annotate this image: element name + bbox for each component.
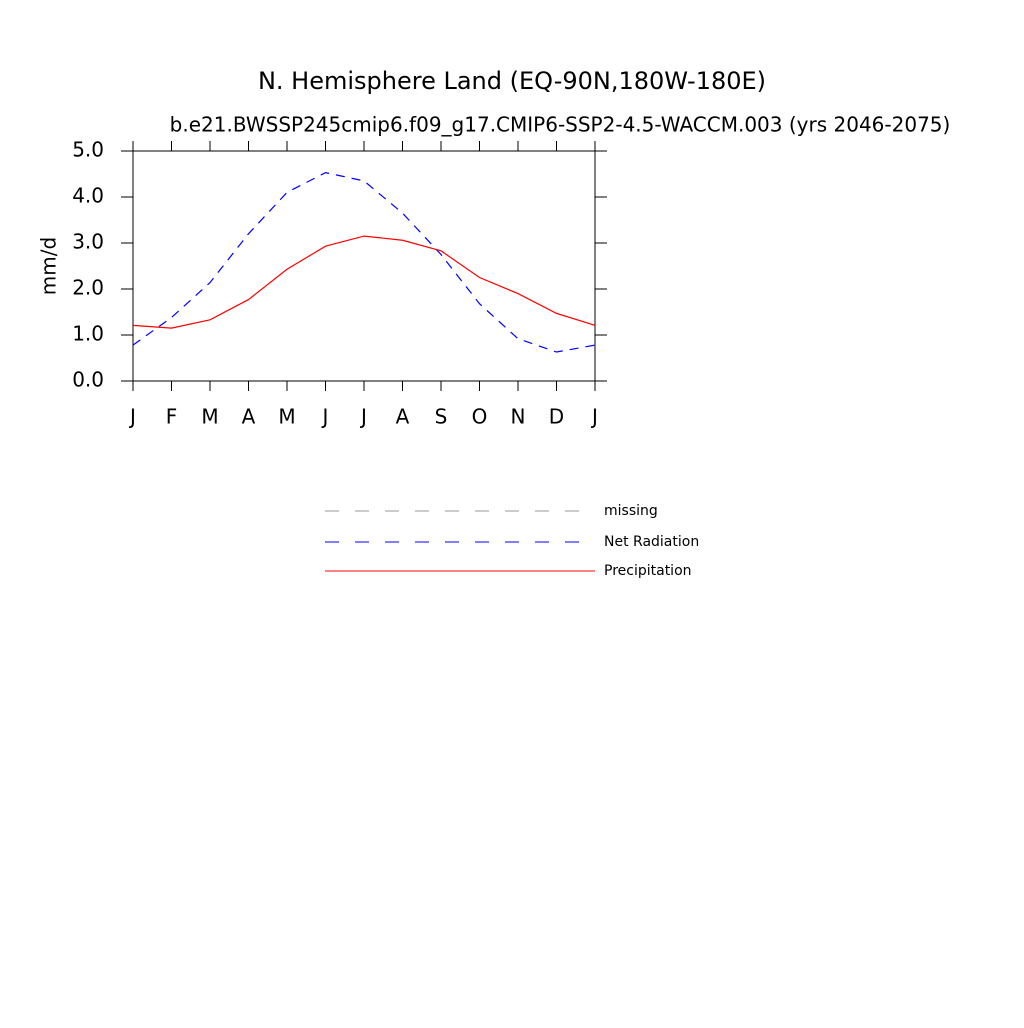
plot-frame [132,150,596,382]
x-tick-label: A [242,405,256,429]
legend-label: Net Radiation [604,534,699,550]
y-tick-label: 2.0 [72,276,104,300]
legend-label: Precipitation [604,563,692,579]
x-tick-label: J [321,405,329,429]
chart-subtitle: b.e21.BWSSP245cmip6.f09_g17.CMIP6-SSP2-4… [170,113,951,137]
y-tick-label: 1.0 [72,322,104,346]
x-tick-label: J [128,405,136,429]
x-tick-label: S [435,405,448,429]
y-tick-label: 0.0 [72,368,104,392]
y-tick-label: 3.0 [72,230,104,254]
chart-title: N. Hemisphere Land (EQ-90N,180W-180E) [258,67,766,95]
y-tick-label: 5.0 [72,138,104,162]
y-tick-label: 4.0 [72,184,104,208]
y-axis-label: mm/d [37,237,61,295]
x-tick-label: M [201,405,218,429]
x-tick-label: D [549,405,564,429]
x-tick-label: O [472,405,488,429]
x-tick-label: J [359,405,367,429]
x-tick-label: A [396,405,410,429]
data-line [132,235,596,329]
x-tick-label: N [511,405,526,429]
legend-label: missing [604,503,658,519]
x-tick-label: M [278,405,295,429]
x-tick-label: J [590,405,598,429]
x-tick-label: F [166,405,178,429]
data-line [132,171,596,353]
